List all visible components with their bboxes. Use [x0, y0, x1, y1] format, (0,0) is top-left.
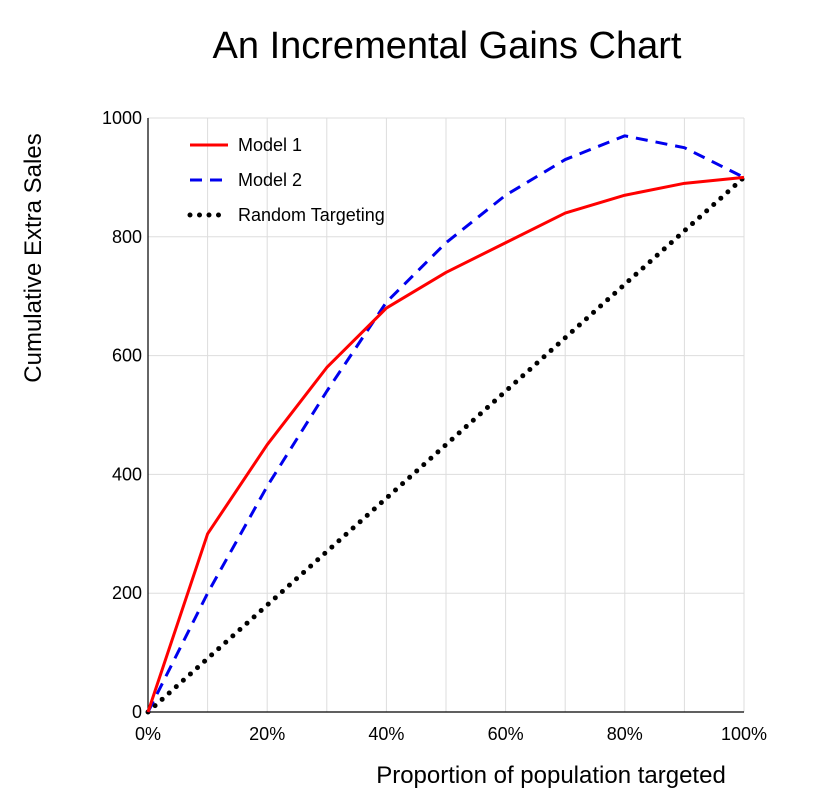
x-tick-label: 0% [135, 724, 161, 744]
legend-label-model-1: Model 1 [238, 135, 302, 155]
chart-title: An Incremental Gains Chart [213, 25, 682, 67]
x-tick-label: 80% [607, 724, 643, 744]
y-tick-label: 1000 [102, 108, 142, 128]
x-axis-label: Proportion of population targeted [376, 762, 726, 789]
ticks-layer: 0% 20% 40% 60% 80% 100% 0 200 400 600 800 1000 [102, 108, 767, 744]
y-tick-label: 800 [112, 227, 142, 247]
y-tick-label: 0 [132, 702, 142, 722]
series-line-random-targeting [145, 174, 747, 715]
y-tick-label: 600 [112, 346, 142, 366]
x-tick-label: 20% [249, 724, 285, 744]
series-line-model-2 [146, 134, 745, 713]
y-tick-label: 400 [112, 464, 142, 484]
axes-layer [147, 118, 744, 713]
series-line-model-1 [146, 175, 745, 713]
y-tick-label: 200 [112, 583, 142, 603]
x-tick-label: 60% [488, 724, 524, 744]
legend-label-random-targeting: Random Targeting [238, 205, 385, 225]
legend-label-model-2: Model 2 [238, 170, 302, 190]
series-layer [145, 134, 747, 715]
y-axis-label: Cumulative Extra Sales [20, 133, 47, 382]
legend: Model 1 Model 2 Random Targeting [187, 135, 385, 225]
x-tick-label: 40% [368, 724, 404, 744]
x-tick-label: 100% [721, 724, 767, 744]
